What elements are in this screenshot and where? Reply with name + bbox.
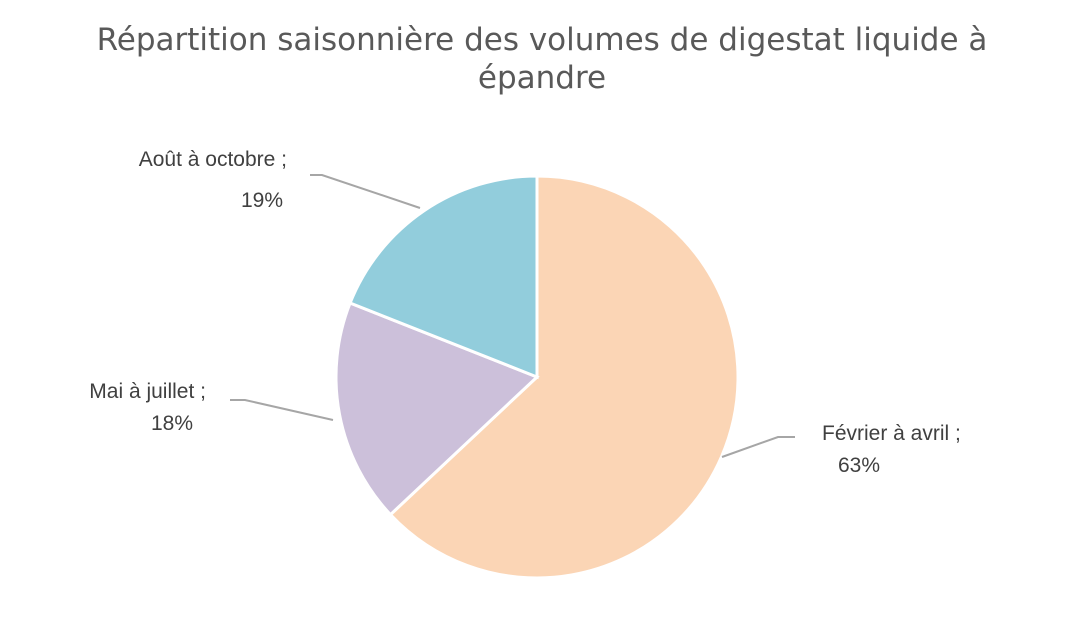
leader-lines [230, 174, 795, 458]
pie-slices [334, 174, 740, 580]
pie-slice-fevrier-a-avril [388, 174, 740, 580]
chart-title-line-2: épandre [478, 60, 606, 96]
slice-label-aout-octobre: Août à octobre ; [139, 148, 287, 171]
pie-slice-aout-a-octobre [348, 174, 539, 380]
leader-line-mai-a-juillet [230, 399, 334, 421]
slice-label-mai-juillet: Mai à juillet ; [89, 380, 206, 403]
slice-value-fevrier-avril: 63% [838, 454, 880, 477]
slice-value-aout-octobre: 19% [241, 189, 283, 212]
leader-line-aout-a-octobre [310, 174, 421, 209]
pie-slice-mai-a-juillet [334, 301, 540, 517]
slice-value-mai-juillet: 18% [151, 412, 193, 435]
chart-title-line-1: Répartition saisonnière des volumes de d… [97, 22, 988, 58]
leader-line-fevrier-a-avril [721, 436, 795, 458]
slice-label-fevrier-avril: Février à avril ; [822, 422, 961, 445]
